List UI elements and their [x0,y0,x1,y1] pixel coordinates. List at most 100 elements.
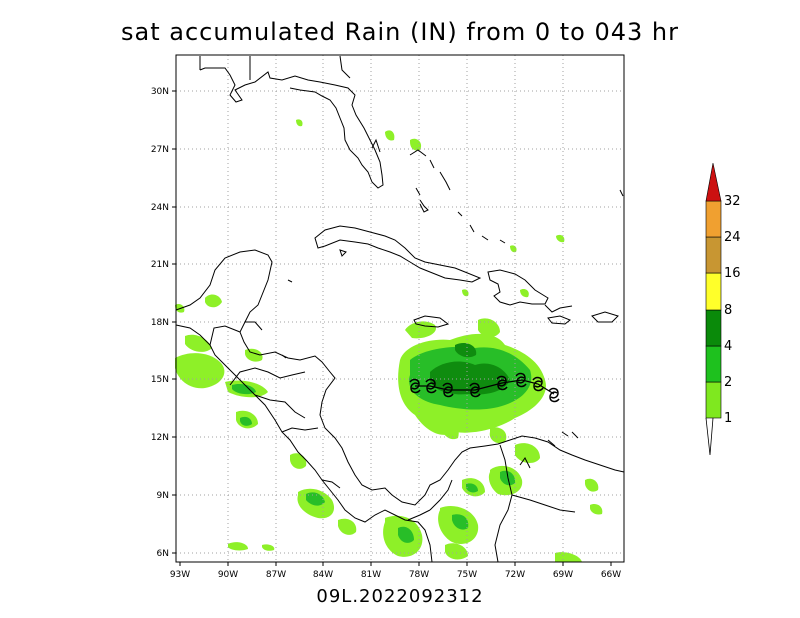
rainfall-area [245,348,263,362]
coastline [409,149,427,157]
coastline [591,311,619,323]
rainfall-area [205,294,222,308]
run-identifier: 09L.2022092312 [316,586,484,607]
coastline [314,225,482,283]
rainfall-area [466,483,478,493]
country-border [511,494,576,513]
lat-label: 9N [157,491,169,501]
country-border [429,479,453,511]
coastline [439,171,451,191]
rainfall-area [455,343,477,358]
coastline [339,249,347,257]
lat-label: 27N [151,145,169,155]
lon-label: 75W [457,570,477,580]
coastline [419,199,429,213]
colorbar-label: 8 [724,303,732,318]
rainfall-area [489,427,507,444]
lat-label: 6N [157,549,169,559]
lon-label: 78W [409,570,429,580]
lat-lon-grid [176,55,624,562]
coastline [499,239,506,244]
lon-label: 87W [266,570,286,580]
longitude-labels: 93W 90W 87W 84W 81W 78W 75W 72W 69W 66W [170,570,621,580]
lon-label: 81W [361,570,381,580]
rainfall-area [398,526,414,543]
rainfall-area [510,245,517,253]
coastline [469,224,475,233]
coastline [547,439,556,447]
lon-label: 90W [218,570,238,580]
rainfall-area [515,443,540,464]
colorbar-swatch [705,381,722,419]
lat-label: 30N [151,87,169,97]
colorbar-swatch [705,309,722,347]
lon-label: 69W [553,570,573,580]
coastline [519,457,531,469]
coastline [429,159,435,169]
rainfall-area [262,544,275,551]
rainfall-area [478,318,500,338]
lon-label: 66W [601,570,621,580]
colorbar-swatch [705,272,722,311]
rainfall-area [452,514,469,530]
country-border [407,509,431,521]
rainfall-area [385,130,395,141]
latitude-labels: 6N 9N 12N 15N 18N 21N 24N 27N 30N [151,87,169,559]
tropical-cyclone-symbol [469,382,481,398]
country-border [229,367,306,386]
rainfall-area [410,138,422,151]
colorbar-bottom-tail [705,417,714,456]
axis-ticks [172,90,612,566]
tropical-cyclone-symbol [515,372,527,388]
coastline [571,431,579,439]
rainfall-area [555,552,582,562]
coastline [413,315,450,328]
rainfall-area [338,518,357,535]
colorbar-label: 16 [724,266,741,281]
rainfall-areas [175,119,603,562]
coastline [199,67,384,189]
lat-label: 21N [151,260,169,270]
tropical-cyclone-symbol [442,382,454,398]
colorbar-label: 1 [724,411,732,426]
coastline [457,211,463,217]
colorbar-swatch [705,345,722,383]
coastline [371,138,381,153]
tropical-cyclone-symbol [425,378,437,394]
colorbar-label: 4 [724,339,732,354]
colorbar-top-triangle [705,162,722,202]
colorbar-label: 2 [724,375,732,390]
country-border [494,444,513,563]
coastline [175,249,625,506]
tropical-cyclone-symbol [532,376,544,392]
storm-track [409,372,560,403]
rainfall-area [290,453,307,469]
rainfall-area [405,321,436,339]
rainfall-area [520,288,529,298]
coastline [619,189,624,197]
rainfall-area [228,542,248,551]
colorbar-label: 32 [724,194,741,209]
coastline [339,55,351,79]
rainfall-area [585,478,599,492]
lon-label: 93W [170,570,190,580]
rainfall-area [175,353,225,389]
colorbar: 1 2 4 8 16 24 32 [705,162,741,456]
map-title: sat accumulated Rain (IN) from 0 to 043 … [121,18,679,46]
lon-label: 72W [505,570,525,580]
lat-label: 18N [151,318,169,328]
country-border [254,394,306,419]
coastline [287,279,293,283]
coastline [544,304,573,313]
colorbar-swatch [705,236,722,274]
rainfall-area [232,383,256,395]
rainfall-area [590,504,603,515]
coastline [561,431,569,437]
lon-label: 84W [313,570,333,580]
country-border [245,321,263,331]
coastline [481,235,489,241]
rainfall-area [462,289,469,297]
coastline [415,187,421,196]
colorbar-swatch [705,200,722,238]
